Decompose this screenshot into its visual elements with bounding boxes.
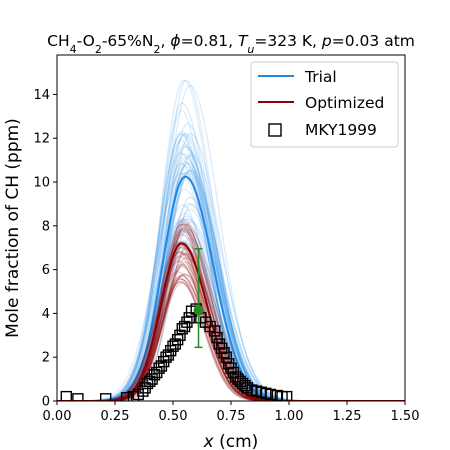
x-tick-label: 0.75	[217, 409, 246, 424]
mky1999-marker	[100, 393, 112, 401]
mky1999-marker	[120, 392, 133, 401]
x-tick-label: 1.50	[391, 409, 420, 424]
mky1999-marker	[264, 388, 277, 401]
trial-line	[57, 139, 405, 401]
legend-mky1999-swatch	[268, 123, 282, 137]
mky1999-marker	[60, 390, 72, 401]
y-axis-label: Mole fraction of CH (ppm)	[3, 118, 23, 338]
y-tick-label: 10	[33, 176, 50, 191]
trial-line	[57, 229, 405, 401]
mky1999-series	[60, 303, 293, 401]
x-tick-label: 1.25	[333, 409, 362, 424]
x-tick-label: 0.50	[159, 409, 188, 424]
y-tick-label: 4	[42, 307, 50, 322]
mky1999-marker	[72, 393, 84, 401]
mky1999-marker	[211, 331, 223, 344]
trial-line	[57, 132, 405, 401]
y-tick-label: 0	[42, 395, 50, 410]
mky1999-marker	[280, 390, 293, 401]
x-axis-label: x (cm)	[203, 432, 259, 450]
x-tick-label: 0.25	[101, 409, 130, 424]
x-tick-label: 0.00	[43, 409, 72, 424]
x-axis: 0.00 0.25 0.50 0.75 1.00 1.25 1.50	[43, 401, 420, 424]
y-tick-label: 2	[42, 351, 50, 366]
legend-mky1999-label: MKY1999	[305, 121, 377, 139]
trial-line	[57, 247, 405, 401]
legend-trial-label: Trial	[304, 68, 337, 86]
chart-title: CH4-O2-65%N2, ϕ=0.81, Tu=323 K, p=0.03 a…	[47, 32, 415, 56]
y-tick-label: 14	[33, 88, 50, 103]
mky1999-marker	[220, 351, 233, 363]
mky1999-marker	[209, 325, 221, 337]
error-bar	[193, 248, 204, 349]
legend: Trial Optimized MKY1999	[250, 61, 399, 148]
error-bar-point	[193, 305, 204, 316]
y-tick-label: 6	[42, 263, 50, 278]
y-tick-label: 12	[33, 132, 50, 147]
trial-line	[57, 161, 405, 401]
y-tick-label: 8	[42, 219, 50, 234]
y-axis: 0 2 4 6 8 10 12 14	[33, 88, 57, 410]
legend-box	[250, 61, 399, 148]
trial-line	[57, 134, 405, 401]
mky1999-marker	[183, 312, 195, 324]
optimized-line	[57, 251, 405, 401]
x-tick-label: 1.00	[275, 409, 304, 424]
legend-optimized-label: Optimized	[305, 94, 384, 112]
trial-line	[57, 143, 405, 401]
